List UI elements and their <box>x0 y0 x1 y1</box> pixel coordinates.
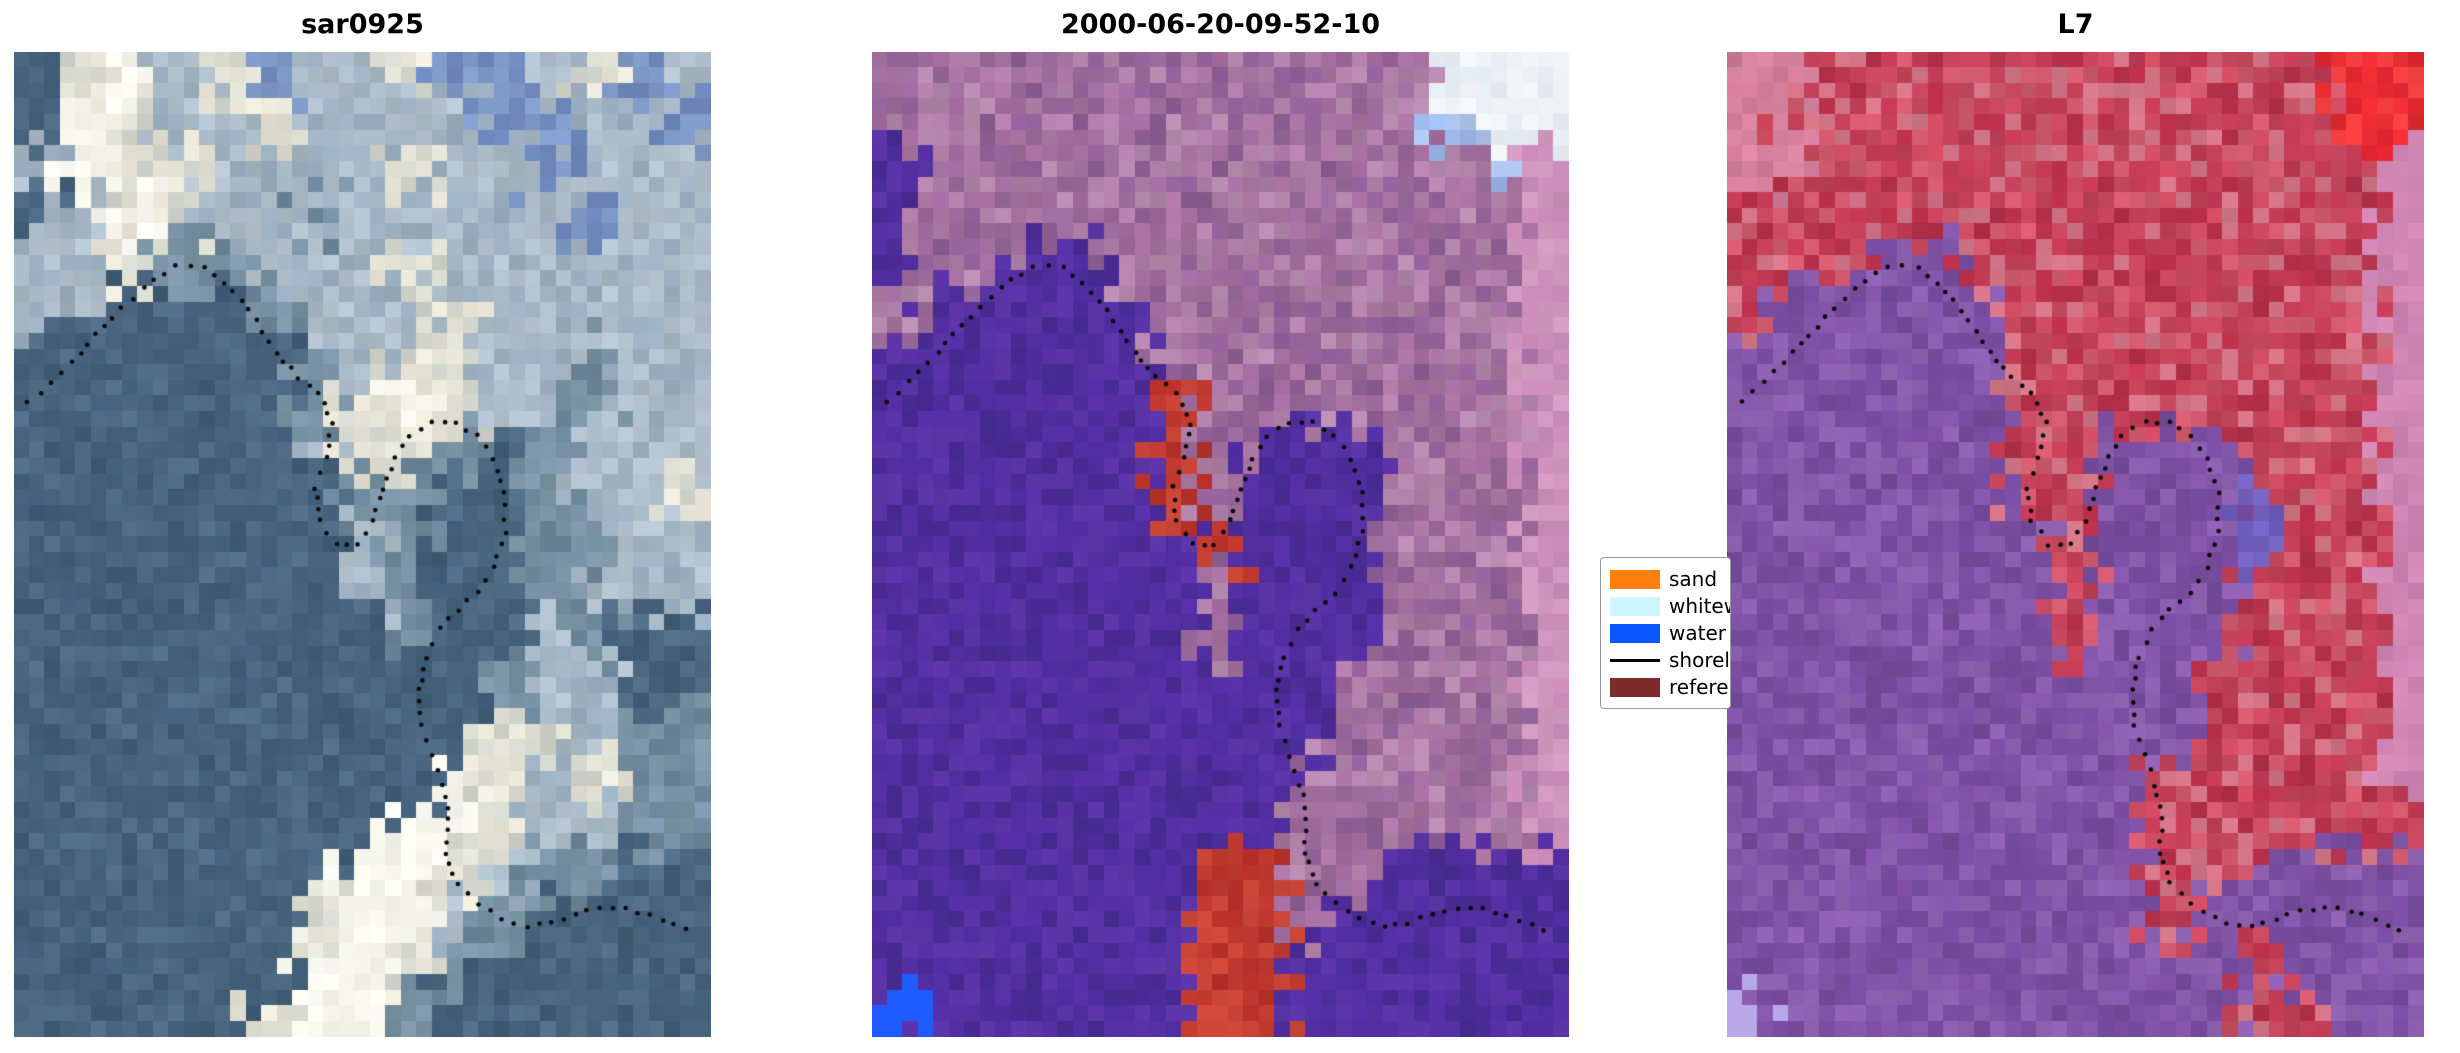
panel-title-sar0925: sar0925 <box>301 9 424 40</box>
panel-title-l7: L7 <box>2057 9 2094 40</box>
legend-swatch-reference <box>1610 677 1660 697</box>
legend-line-shoreline <box>1610 658 1660 662</box>
legend-swatch-sand <box>1610 569 1660 589</box>
satellite-image-sar0925 <box>14 52 711 1037</box>
satellite-image-l7 <box>1727 52 2424 1037</box>
legend-entry-sand: sand <box>1610 566 1730 592</box>
legend-label-shoreline: shorel <box>1669 648 1730 672</box>
legend-entry-water: water <box>1610 620 1730 646</box>
legend-swatch-whitewater <box>1610 596 1660 616</box>
legend-entry-shoreline: shorel <box>1610 647 1730 673</box>
legend-label-sand: sand <box>1669 567 1718 591</box>
legend-swatch-water <box>1610 623 1660 643</box>
panel-title-timestamp: 2000-06-20-09-52-10 <box>1060 9 1381 40</box>
legend-label-water: water <box>1669 621 1726 645</box>
legend-label-reference: referen <box>1669 675 1730 699</box>
satellite-image-classified <box>872 52 1569 1037</box>
legend-entry-reference: referen <box>1610 674 1730 700</box>
